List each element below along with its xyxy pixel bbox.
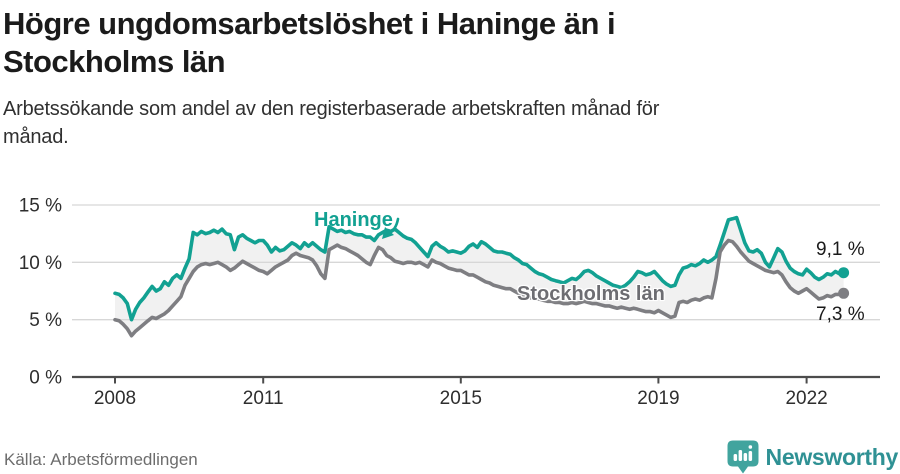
x-tick-label-2019: 2019	[637, 388, 679, 409]
newsworthy-logo: Newsworthy	[727, 440, 898, 474]
source-attribution: Källa: Arbetsförmedlingen	[4, 450, 198, 469]
series-label-haninge: Haninge	[314, 209, 393, 231]
line-stockholm	[113, 238, 846, 338]
y-tick-label-15: 15 %	[19, 196, 62, 217]
newsworthy-wordmark: Newsworthy	[765, 443, 899, 470]
line-haninge	[113, 215, 846, 322]
page-title-line-2: Stockholms län	[3, 44, 226, 79]
x-tick-label-2015: 2015	[440, 388, 482, 409]
x-tick-label-2011: 2011	[243, 388, 284, 409]
y-tick-label-5: 5 %	[29, 310, 62, 331]
chart-header: Högre ungdomsarbetslöshet i Haninge än i…	[3, 5, 897, 151]
end-dot-stockholm	[838, 287, 850, 299]
x-tick-label-2022: 2022	[785, 388, 827, 409]
end-value-stockholm: 7,3 %	[816, 304, 865, 325]
chart-subtitle: Arbetssökande som andel av den registerb…	[3, 98, 660, 148]
end-value-haninge: 9,1 %	[816, 239, 865, 260]
x-tick-label-2008: 2008	[94, 388, 136, 409]
series-label-stockholm: Stockholms län	[517, 283, 665, 305]
page-title-line-1: Högre ungdomsarbetslöshet i Haninge än i	[3, 6, 616, 41]
y-tick-label-10: 10 %	[19, 253, 62, 274]
end-dot-haninge	[838, 267, 850, 279]
y-tick-label-0: 0 %	[29, 368, 62, 389]
newsworthy-badge-icon	[727, 440, 759, 474]
haninge-label-arrow-icon	[382, 217, 400, 239]
